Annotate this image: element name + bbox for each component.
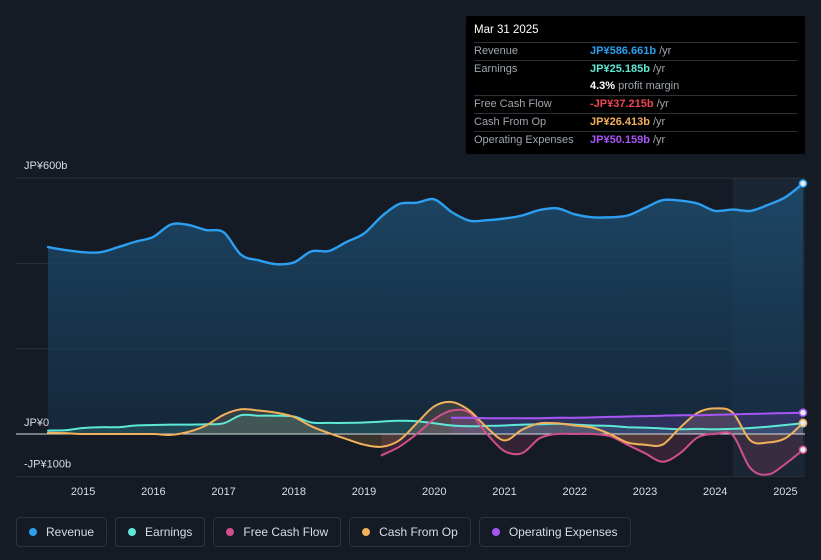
earnings-dot-icon [128, 528, 137, 536]
operating-expenses-line [450, 411, 804, 420]
x-axis-label: 2019 [352, 486, 376, 498]
legend-label: Cash From Op [379, 525, 458, 539]
free-cash-flow-line [380, 408, 804, 476]
x-axis-label: 2020 [422, 486, 446, 498]
revenue-line [46, 182, 805, 266]
tooltip-unit: /yr [652, 134, 666, 146]
x-axis-label: 2024 [703, 486, 727, 498]
revenue-end-point [798, 179, 808, 188]
cash-from-op-dot-icon [362, 528, 371, 536]
tooltip-row-operating-expenses: Operating Expenses JP¥50.159b /yr [474, 131, 797, 149]
tooltip-label: Operating Expenses [474, 134, 574, 146]
x-axis-label: 2022 [563, 486, 587, 498]
tooltip-unit: /yr [652, 63, 666, 75]
tooltip-value: JP¥26.413b [590, 116, 650, 128]
tooltip-label: Earnings [474, 63, 518, 75]
tooltip-unit: /yr [656, 98, 669, 110]
free-cash-flow-dot-icon [226, 528, 235, 536]
x-axis-label: 2016 [141, 486, 165, 498]
x-axis-label: 2021 [492, 486, 516, 498]
tooltip-row-free-cash-flow: Free Cash Flow -JP¥37.215b /yr [474, 95, 797, 113]
y-axis-label: JP¥0 [24, 417, 49, 429]
legend-label: Revenue [46, 525, 95, 539]
operating-expenses-end-point [798, 408, 808, 417]
x-axis-label: 2023 [633, 486, 657, 498]
x-axis-label: 2017 [211, 486, 235, 498]
x-axis-label: 2025 [773, 486, 797, 498]
tooltip-unit: /yr [652, 116, 666, 128]
revenue-area [48, 183, 803, 434]
tooltip-value: -JP¥37.215b [590, 98, 654, 110]
legend-label: Free Cash Flow [243, 525, 329, 539]
legend-label: Operating Expenses [508, 525, 618, 539]
legend-item-free-cash-flow[interactable]: Free Cash Flow [213, 517, 342, 547]
tooltip-label: Revenue [474, 45, 519, 57]
free-cash-flow-area [381, 409, 803, 475]
tooltip-date: Mar 31 2025 [474, 24, 539, 36]
tooltip-row-revenue: Revenue JP¥586.661b /yr [474, 42, 797, 60]
y-axis-label: JP¥600b [24, 160, 67, 172]
tooltip-unit: profit margin [618, 80, 680, 92]
legend-item-earnings[interactable]: Earnings [115, 517, 206, 547]
tooltip-value: JP¥50.159b [590, 134, 650, 146]
legend-item-operating-expenses[interactable]: Operating Expenses [478, 517, 631, 547]
legend: Revenue Earnings Free Cash Flow Cash Fro… [16, 517, 631, 547]
y-axis-label: -JP¥100b [24, 459, 71, 471]
revenue-dot-icon [29, 528, 37, 536]
cash-from-op-line [47, 400, 804, 448]
tooltip-value: JP¥586.661b [590, 45, 657, 57]
tooltip-row-cash-from-op: Cash From Op JP¥26.413b /yr [474, 113, 797, 131]
tooltip-unit: /yr [659, 45, 672, 57]
tooltip-label: Cash From Op [474, 116, 547, 128]
tooltip-value: 4.3% [590, 80, 616, 92]
x-axis-label: 2015 [71, 486, 95, 498]
tooltip-value: JP¥25.185b [590, 63, 650, 75]
tooltip-row-earnings: Earnings JP¥25.185b /yr [474, 60, 797, 78]
free-cash-flow-end-point [798, 445, 808, 455]
tooltip: Mar 31 2025 Revenue JP¥586.661b /yr Earn… [466, 16, 805, 154]
tooltip-label: Free Cash Flow [474, 98, 552, 110]
tooltip-row-margin: 4.3% profit margin [474, 78, 797, 95]
legend-label: Earnings [145, 525, 193, 539]
x-axis-label: 2018 [282, 486, 306, 498]
legend-item-revenue[interactable]: Revenue [16, 517, 108, 547]
cash-from-op-end-point [798, 418, 808, 428]
legend-item-cash-from-op[interactable]: Cash From Op [349, 517, 471, 547]
operating-expenses-dot-icon [491, 528, 500, 536]
tooltip-label [474, 78, 590, 95]
earnings-area [48, 414, 803, 434]
